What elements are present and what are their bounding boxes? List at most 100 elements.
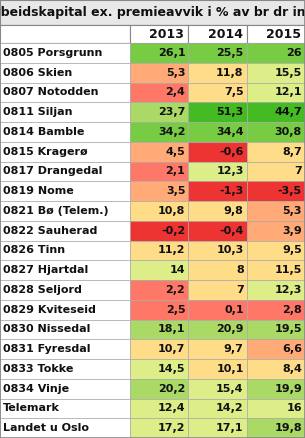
Text: 7: 7	[236, 285, 244, 295]
Bar	[130, 399, 188, 418]
Text: 44,7: 44,7	[274, 107, 302, 117]
Bar	[0, 122, 130, 142]
Bar	[188, 102, 247, 122]
Bar	[247, 359, 305, 379]
Bar	[247, 162, 305, 181]
Text: 12,3: 12,3	[274, 285, 302, 295]
Bar	[188, 201, 247, 221]
Bar	[0, 319, 130, 339]
Text: 51,3: 51,3	[217, 107, 244, 117]
Text: 14: 14	[170, 265, 185, 275]
Bar	[188, 339, 247, 359]
Text: 3,9: 3,9	[282, 226, 302, 236]
Bar	[0, 339, 130, 359]
Bar	[188, 280, 247, 300]
Bar	[188, 319, 247, 339]
Text: 19,8: 19,8	[274, 423, 302, 433]
Text: 11,2: 11,2	[158, 245, 185, 255]
Bar	[0, 280, 130, 300]
Text: 0822 Sauherad: 0822 Sauherad	[3, 226, 97, 236]
Text: 7: 7	[294, 166, 302, 177]
Bar	[188, 82, 247, 102]
Bar	[0, 102, 130, 122]
Bar	[188, 221, 247, 240]
Bar	[0, 418, 130, 438]
Bar	[130, 319, 188, 339]
Text: 11,5: 11,5	[274, 265, 302, 275]
Text: 9,8: 9,8	[224, 206, 244, 216]
Text: 8: 8	[236, 265, 244, 275]
Text: 10,8: 10,8	[158, 206, 185, 216]
Bar	[247, 201, 305, 221]
Bar	[0, 240, 130, 260]
Text: 2,1: 2,1	[166, 166, 185, 177]
Bar	[0, 399, 130, 418]
Text: 2,8: 2,8	[282, 304, 302, 314]
Text: 10,7: 10,7	[158, 344, 185, 354]
Text: 2,2: 2,2	[166, 285, 185, 295]
Bar	[188, 162, 247, 181]
Bar	[247, 319, 305, 339]
Text: 23,7: 23,7	[158, 107, 185, 117]
Bar	[188, 399, 247, 418]
Bar	[0, 43, 130, 63]
Text: 6,6: 6,6	[282, 344, 302, 354]
Bar	[247, 339, 305, 359]
Text: 34,4: 34,4	[216, 127, 244, 137]
Text: -0,4: -0,4	[219, 226, 244, 236]
Bar	[188, 122, 247, 142]
Bar	[0, 201, 130, 221]
Bar	[247, 379, 305, 399]
Bar	[0, 260, 130, 280]
Text: 20,9: 20,9	[216, 325, 244, 334]
Text: 0,1: 0,1	[224, 304, 244, 314]
Bar	[188, 418, 247, 438]
Text: 0828 Seljord: 0828 Seljord	[3, 285, 82, 295]
Text: 17,1: 17,1	[216, 423, 244, 433]
Text: 18,1: 18,1	[158, 325, 185, 334]
Bar	[188, 181, 247, 201]
Bar	[188, 63, 247, 82]
Bar	[247, 142, 305, 162]
Text: 0833 Tokke: 0833 Tokke	[3, 364, 74, 374]
Text: 26: 26	[286, 48, 302, 58]
Text: 14,2: 14,2	[216, 403, 244, 413]
Bar	[247, 25, 305, 43]
Bar	[0, 25, 305, 43]
Text: 14,5: 14,5	[158, 364, 185, 374]
Bar	[0, 142, 130, 162]
Bar	[130, 43, 188, 63]
Bar	[130, 260, 188, 280]
Bar	[0, 221, 130, 240]
Text: 2,5: 2,5	[166, 304, 185, 314]
Text: 17,2: 17,2	[158, 423, 185, 433]
Text: 9,5: 9,5	[282, 245, 302, 255]
Bar	[247, 240, 305, 260]
Text: 20,2: 20,2	[158, 384, 185, 394]
Bar	[130, 359, 188, 379]
Text: 30,8: 30,8	[275, 127, 302, 137]
Bar	[130, 181, 188, 201]
Bar	[188, 300, 247, 319]
Bar	[188, 25, 247, 43]
Bar	[0, 359, 130, 379]
Bar	[247, 102, 305, 122]
Text: 11,8: 11,8	[216, 67, 244, 78]
Text: 2,4: 2,4	[165, 87, 185, 97]
Text: 0815 Kragerø: 0815 Kragerø	[3, 147, 88, 157]
Text: 4,5: 4,5	[166, 147, 185, 157]
Bar	[247, 82, 305, 102]
Text: -0,2: -0,2	[161, 226, 185, 236]
Text: 0829 Kviteseid: 0829 Kviteseid	[3, 304, 96, 314]
Bar	[130, 162, 188, 181]
Text: Arbeidskapital ex. premieavvik i % av br dr innt: Arbeidskapital ex. premieavvik i % av br…	[0, 6, 305, 19]
Bar	[130, 25, 188, 43]
Text: 2013: 2013	[149, 28, 184, 40]
Text: 0830 Nissedal: 0830 Nissedal	[3, 325, 90, 334]
Text: 0821 Bø (Telem.): 0821 Bø (Telem.)	[3, 206, 109, 216]
Bar	[247, 260, 305, 280]
Text: 5,3: 5,3	[166, 67, 185, 78]
Bar	[0, 0, 305, 25]
Bar	[247, 43, 305, 63]
Text: 0806 Skien: 0806 Skien	[3, 67, 72, 78]
